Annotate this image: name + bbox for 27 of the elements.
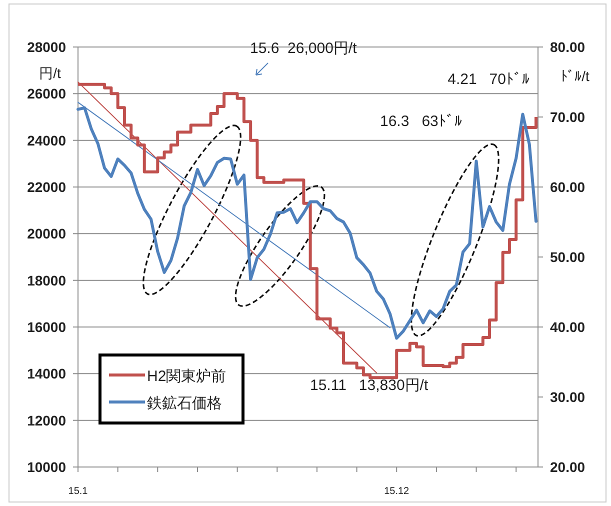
y-tick-label: 26000 xyxy=(27,86,66,102)
y-axis-title: 円/t xyxy=(39,65,61,81)
y-tick-label: 18000 xyxy=(27,272,66,288)
y-tick-label: 12000 xyxy=(27,412,66,428)
annotation: 15.11 13,830円/t xyxy=(310,377,429,394)
y-tick-label: 28000 xyxy=(27,39,66,55)
annotation: 4.21 70ﾄﾞﾙ xyxy=(448,71,530,88)
y-tick-label: 14000 xyxy=(27,366,66,382)
y2-tick-label: 30.00 xyxy=(550,389,586,405)
y2-axis-title: ﾄﾞﾙ/t xyxy=(560,68,590,84)
x-tick-label: 15.12 xyxy=(384,486,410,497)
y-tick-label: 16000 xyxy=(27,319,66,335)
annotation: 15.6 26,000円/t xyxy=(250,40,358,57)
y-tick-label: 10000 xyxy=(27,459,66,475)
annotation: 16.3 63ﾄﾞﾙ xyxy=(380,113,462,130)
y2-tick-label: 20.00 xyxy=(550,459,586,475)
x-tick-label: 15.1 xyxy=(68,486,88,497)
y2-tick-label: 50.00 xyxy=(550,249,586,265)
y2-tick-label: 40.00 xyxy=(550,319,586,335)
legend-label: 鉄鉱石価格 xyxy=(147,395,222,412)
legend-label: H2関東炉前 xyxy=(147,368,226,385)
y2-tick-label: 80.00 xyxy=(550,39,586,55)
y-tick-label: 22000 xyxy=(27,179,66,195)
y-tick-label: 20000 xyxy=(27,226,66,242)
y2-tick-label: 60.00 xyxy=(550,179,586,195)
y-tick-label: 24000 xyxy=(27,132,66,148)
y2-tick-label: 70.00 xyxy=(550,109,586,125)
